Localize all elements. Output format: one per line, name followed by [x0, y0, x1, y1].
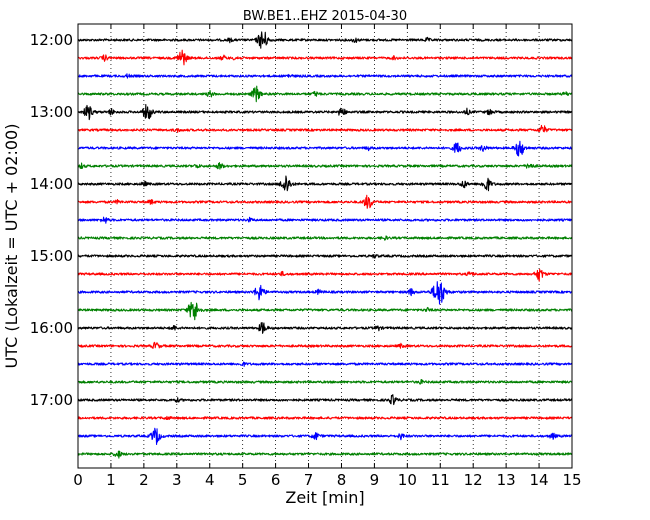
- trace-1445: [77, 235, 573, 241]
- y-tick-label: 15:00: [30, 247, 73, 265]
- x-tick-label: 14: [530, 471, 549, 489]
- y-tick-label: 17:00: [30, 391, 73, 409]
- trace-1215: [77, 49, 573, 66]
- trace-1600: [77, 322, 573, 334]
- x-tick-label: 7: [304, 471, 314, 489]
- x-tick-label: 6: [271, 471, 281, 489]
- trace-1615: [77, 341, 573, 349]
- plot-frame: [77, 23, 573, 469]
- trace-1645: [77, 379, 573, 385]
- x-tick-label: 9: [370, 471, 380, 489]
- x-tick-label: 0: [73, 471, 83, 489]
- x-axis-label: Zeit [min]: [285, 488, 364, 507]
- traces: [77, 31, 573, 459]
- x-tick-label: 13: [497, 471, 516, 489]
- trace-1315: [77, 124, 573, 133]
- y-tick-label: 13:00: [30, 103, 73, 121]
- trace-1545: [77, 301, 573, 321]
- trace-1715: [77, 415, 573, 420]
- x-tick-label: 4: [205, 471, 215, 489]
- y-axis-label: UTC (Lokalzeit = UTC + 02:00): [2, 124, 21, 369]
- trace-1230: [77, 73, 573, 79]
- y-tick-label: 12:00: [30, 31, 73, 49]
- x-tick-label: 3: [172, 471, 182, 489]
- y-tick-label: 14:00: [30, 175, 73, 193]
- trace-1515: [77, 268, 573, 282]
- x-tick-label: 1: [106, 471, 116, 489]
- trace-1245: [77, 85, 573, 103]
- y-axis: 12:00 13:00 14:00 15:00 16:00 17:00: [30, 31, 572, 409]
- trace-1630: [77, 361, 573, 367]
- y-tick-label: 16:00: [30, 319, 73, 337]
- x-axis: 0 1 2 3 4 5 6 7 8 9 10 11 12 13 14 15: [73, 24, 582, 489]
- plot-background: [78, 24, 572, 468]
- x-tick-label: 10: [398, 471, 417, 489]
- x-tick-label: 8: [337, 471, 347, 489]
- trace-1500: [77, 253, 573, 259]
- trace-1200: [77, 31, 573, 49]
- trace-1745: [77, 450, 573, 459]
- trace-1330: [77, 140, 573, 157]
- trace-1730: [77, 427, 573, 446]
- x-tick-label: 5: [238, 471, 248, 489]
- trace-1400: [77, 175, 573, 192]
- trace-1415: [77, 194, 573, 209]
- x-tick-label: 2: [139, 471, 149, 489]
- x-tick-label: 11: [431, 471, 450, 489]
- trace-1430: [77, 216, 573, 224]
- trace-1300: [77, 104, 573, 121]
- trace-1345: [77, 162, 573, 170]
- trace-1530: [77, 281, 573, 305]
- trace-1700: [77, 394, 573, 406]
- chart-title: BW.BE1..EHZ 2015-04-30: [243, 9, 407, 24]
- x-tick-label: 15: [562, 471, 581, 489]
- x-tick-label: 12: [464, 471, 483, 489]
